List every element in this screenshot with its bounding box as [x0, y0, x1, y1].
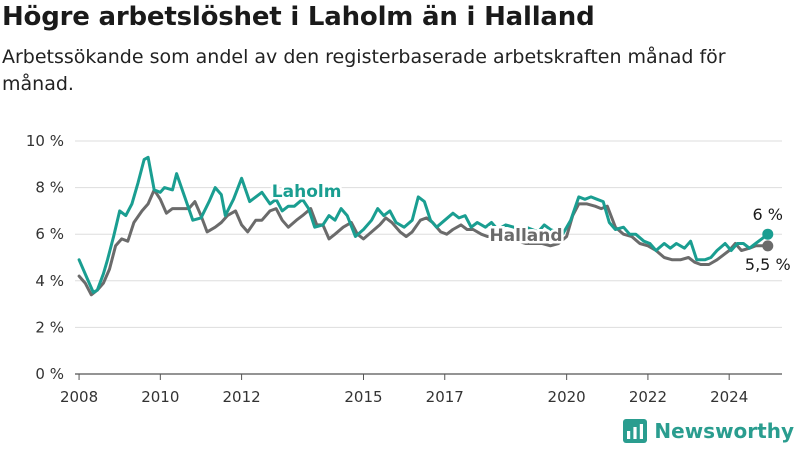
y-tick-label: 0 % [35, 365, 64, 383]
y-tick-label: 8 % [35, 179, 64, 197]
x-tick-label: 2024 [710, 388, 748, 406]
y-tick-label: 6 % [35, 225, 64, 243]
series-name-label-halland: Halland [489, 226, 562, 246]
x-tick-label: 2010 [141, 388, 179, 406]
series-end-label-laholm: 6 % [753, 205, 783, 224]
series-line-halland [77, 188, 770, 297]
x-tick-label: 2022 [629, 388, 667, 406]
brand-name: Newsworthy [654, 419, 794, 443]
newsworthy-logo: Newsworthy [623, 419, 794, 443]
y-tick-label: 4 % [35, 272, 64, 290]
y-tick-label: 2 % [35, 318, 64, 336]
x-tick-label: 2012 [222, 388, 260, 406]
series-endpoint-laholm [762, 228, 774, 240]
x-tick-label: 2008 [60, 388, 98, 406]
x-tick-label: 2015 [344, 388, 382, 406]
page-subtitle: Arbetssökande som andel av den registerb… [2, 46, 726, 95]
x-tick-label: 2017 [426, 388, 464, 406]
bar-chart-logo-icon [623, 419, 648, 443]
x-tick-label: 2020 [548, 388, 586, 406]
page-title: Högre arbetslöshet i Laholm än i Halland [2, 2, 595, 32]
y-tick-label: 10 % [26, 132, 64, 150]
series-name-label-laholm: Laholm [272, 182, 342, 202]
series-line-laholm [77, 155, 770, 294]
series-endpoint-halland [762, 240, 774, 252]
series-end-label-halland: 5,5 % [745, 255, 791, 274]
